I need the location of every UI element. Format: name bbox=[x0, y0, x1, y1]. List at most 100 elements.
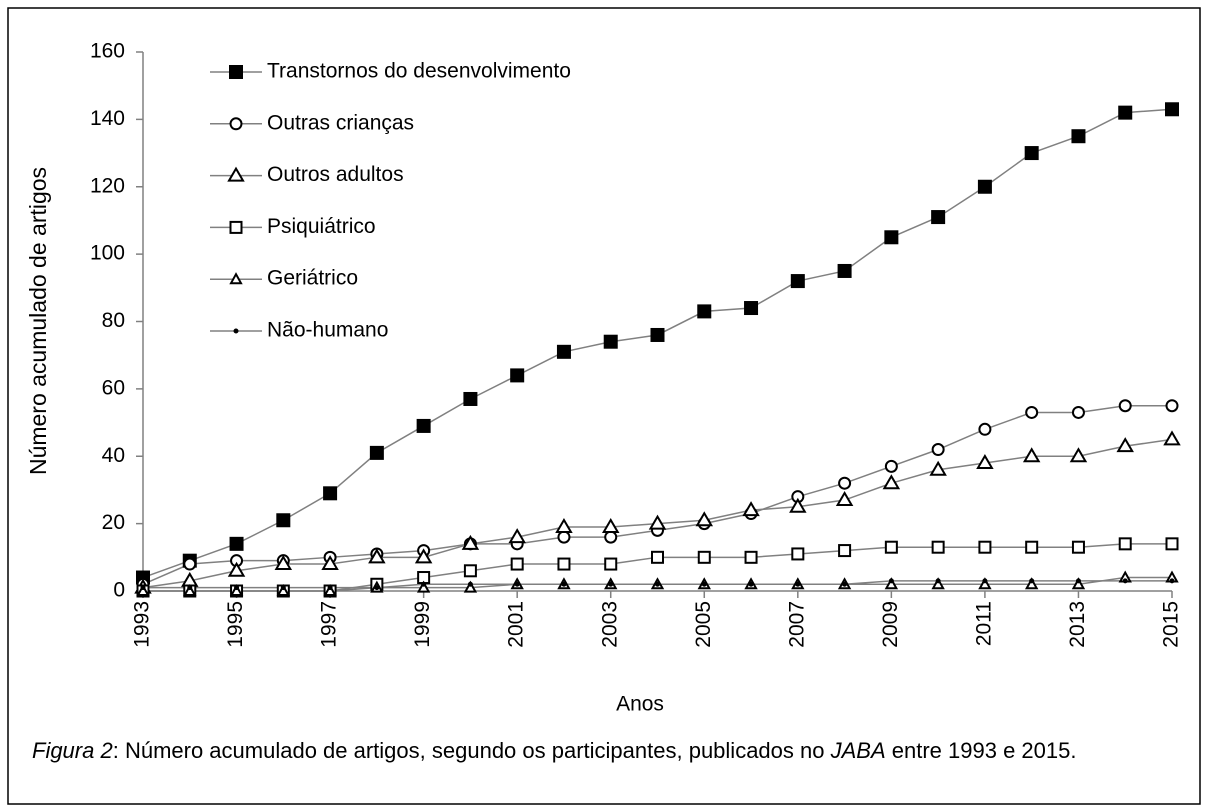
marker bbox=[508, 528, 526, 544]
marker bbox=[1022, 447, 1041, 463]
marker bbox=[655, 581, 660, 587]
marker bbox=[555, 518, 573, 533]
marker bbox=[557, 530, 571, 544]
marker bbox=[931, 577, 945, 590]
marker bbox=[977, 179, 992, 194]
marker bbox=[1118, 105, 1133, 120]
marker bbox=[744, 550, 758, 564]
y-tick-label: 100 bbox=[90, 242, 125, 265]
legend-label: Outras crianças bbox=[267, 111, 414, 134]
marker bbox=[510, 368, 525, 383]
y-tick-label: 40 bbox=[102, 444, 125, 467]
x-tick-label: 2015 bbox=[1160, 601, 1183, 648]
marker bbox=[931, 540, 945, 554]
y-tick-label: 160 bbox=[90, 40, 125, 63]
marker bbox=[327, 585, 333, 591]
marker bbox=[697, 304, 712, 319]
marker bbox=[603, 334, 618, 349]
marker bbox=[1118, 399, 1132, 413]
marker bbox=[795, 581, 801, 587]
marker bbox=[227, 561, 246, 577]
legend-label: Geriátrico bbox=[267, 267, 358, 290]
marker bbox=[1122, 578, 1128, 584]
marker bbox=[416, 580, 431, 593]
marker bbox=[1165, 399, 1179, 413]
legend-label: Não-humano bbox=[267, 319, 388, 342]
y-tick-label: 20 bbox=[102, 511, 125, 534]
marker bbox=[183, 557, 197, 571]
y-tick-label: 140 bbox=[90, 107, 125, 130]
marker bbox=[1118, 537, 1132, 551]
marker bbox=[276, 583, 291, 596]
marker bbox=[982, 578, 988, 584]
x-tick-label: 1995 bbox=[224, 601, 247, 648]
marker bbox=[514, 581, 520, 587]
marker bbox=[187, 585, 193, 591]
legend-marker bbox=[229, 65, 243, 79]
marker bbox=[601, 518, 620, 533]
marker bbox=[888, 578, 894, 584]
x-tick-label: 2005 bbox=[692, 601, 715, 648]
marker bbox=[1075, 578, 1081, 584]
marker bbox=[1071, 405, 1085, 419]
marker bbox=[648, 514, 667, 530]
marker bbox=[463, 564, 477, 578]
marker bbox=[323, 486, 338, 501]
marker bbox=[1165, 102, 1179, 117]
marker bbox=[742, 501, 760, 517]
caption-text: entre 1993 e 2015. bbox=[885, 738, 1077, 763]
x-tick-label: 2003 bbox=[598, 601, 621, 648]
marker bbox=[136, 583, 150, 596]
caption-figure: Figura 2 bbox=[32, 738, 113, 763]
marker bbox=[651, 550, 664, 564]
legend-label: Psiquiátrico bbox=[267, 215, 376, 238]
marker bbox=[414, 548, 433, 564]
marker bbox=[461, 534, 480, 550]
marker bbox=[1024, 146, 1039, 161]
marker bbox=[884, 459, 898, 473]
legend-marker bbox=[233, 328, 239, 334]
marker bbox=[1025, 405, 1039, 419]
marker bbox=[882, 474, 901, 490]
marker bbox=[280, 585, 286, 591]
marker bbox=[1163, 430, 1181, 446]
marker bbox=[323, 583, 337, 596]
marker bbox=[748, 581, 754, 587]
marker bbox=[884, 577, 899, 590]
x-tick-label: 1997 bbox=[318, 601, 341, 648]
legend-label: Transtornos do desenvolvimento bbox=[267, 60, 571, 83]
marker bbox=[1169, 578, 1175, 584]
marker bbox=[978, 577, 992, 590]
marker bbox=[701, 581, 707, 587]
legend-marker bbox=[229, 220, 243, 234]
marker bbox=[838, 476, 852, 490]
y-tick-label: 0 bbox=[113, 579, 125, 602]
caption-text: : Número acumulado de artigos, segundo o… bbox=[112, 738, 831, 763]
marker bbox=[842, 581, 848, 587]
x-tick-label: 2001 bbox=[505, 601, 528, 648]
marker bbox=[229, 583, 244, 596]
x-tick-label: 2009 bbox=[879, 601, 902, 648]
marker bbox=[561, 581, 567, 587]
x-tick-label: 1999 bbox=[411, 601, 434, 648]
marker bbox=[140, 585, 146, 591]
marker bbox=[1024, 577, 1039, 590]
caption-journal: JABA bbox=[830, 738, 886, 763]
marker bbox=[321, 555, 339, 571]
marker bbox=[608, 581, 614, 587]
marker bbox=[1069, 447, 1088, 463]
marker bbox=[976, 454, 994, 469]
marker bbox=[183, 583, 197, 596]
x-axis-title: Anos bbox=[616, 693, 664, 716]
marker bbox=[274, 555, 293, 571]
marker bbox=[276, 513, 291, 528]
marker bbox=[884, 540, 898, 554]
marker bbox=[790, 274, 805, 289]
caption: Figura 2: Número acumulado de artigos, s… bbox=[32, 734, 1174, 767]
marker bbox=[697, 550, 711, 564]
x-tick-label: 2013 bbox=[1066, 601, 1089, 648]
marker bbox=[467, 581, 473, 587]
marker bbox=[931, 210, 946, 225]
